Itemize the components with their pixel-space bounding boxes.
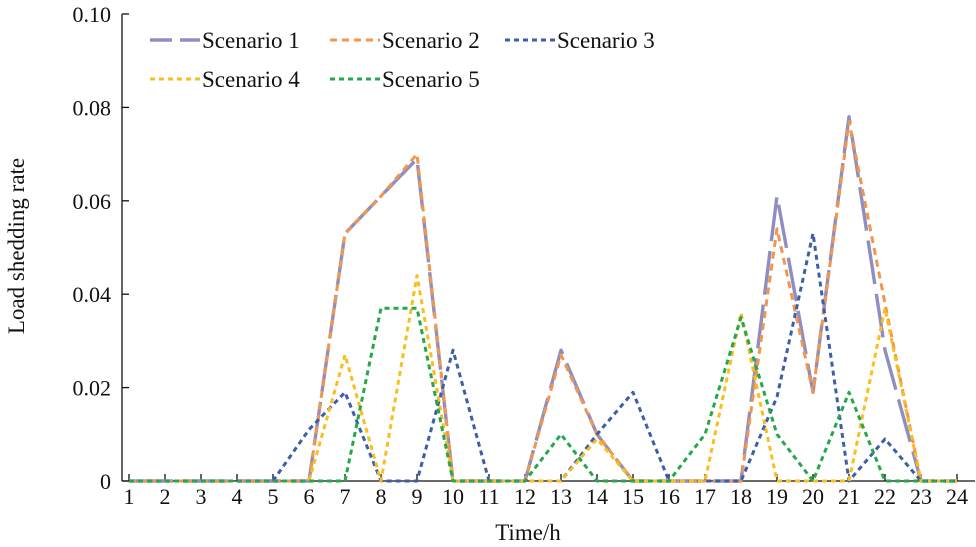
y-tick-label: 0.06 bbox=[73, 189, 112, 214]
series-line-5 bbox=[129, 306, 957, 483]
y-tick-label: 0.08 bbox=[73, 95, 112, 120]
x-tick-label: 10 bbox=[442, 484, 464, 509]
x-tick-label: 7 bbox=[340, 484, 351, 509]
x-tick-label: 16 bbox=[658, 484, 680, 509]
legend-label-4: Scenario 4 bbox=[202, 67, 300, 92]
x-axis-label: Time/h bbox=[495, 520, 561, 545]
x-tick-label: 13 bbox=[550, 484, 572, 509]
x-tick-label: 23 bbox=[910, 484, 932, 509]
x-tick-label: 20 bbox=[802, 484, 824, 509]
x-tick-label: 3 bbox=[196, 484, 207, 509]
x-tick-label: 21 bbox=[838, 484, 860, 509]
x-tick-label: 17 bbox=[694, 484, 716, 509]
series-lines bbox=[129, 114, 957, 483]
x-tick-label: 22 bbox=[874, 484, 896, 509]
series-line-4 bbox=[129, 274, 957, 483]
y-tick-label: 0 bbox=[100, 469, 111, 494]
x-tick-label: 4 bbox=[232, 484, 243, 509]
legend: Scenario 1 Scenario 2 Scenario 3 Scenario 4… bbox=[150, 28, 655, 92]
x-tick-label: 2 bbox=[160, 484, 171, 509]
x-tick-label: 9 bbox=[412, 484, 423, 509]
legend-label-1: Scenario 1 bbox=[202, 28, 300, 53]
x-tick-label: 12 bbox=[514, 484, 536, 509]
axes: 00.020.040.060.080.101 2 3 4 5 6 7 8 9 10 11 12 13 14… bbox=[73, 2, 975, 509]
x-tick-label: 18 bbox=[730, 484, 752, 509]
x-tick-label: 6 bbox=[304, 484, 315, 509]
y-tick-label: 0.10 bbox=[73, 2, 112, 27]
series-line-1 bbox=[129, 114, 957, 483]
y-tick-label: 0.02 bbox=[73, 376, 112, 401]
x-tick-label: 8 bbox=[376, 484, 387, 509]
legend-label-2: Scenario 2 bbox=[382, 28, 480, 53]
y-tick-label: 0.04 bbox=[73, 282, 112, 307]
y-axis-label: Load shedding rate bbox=[4, 158, 29, 334]
x-tick-label: 5 bbox=[268, 484, 279, 509]
x-tick-label: 15 bbox=[622, 484, 644, 509]
x-tick-label: 11 bbox=[478, 484, 499, 509]
series-line-3 bbox=[129, 232, 957, 483]
x-tick-label: 24 bbox=[946, 484, 968, 509]
legend-label-5: Scenario 5 bbox=[382, 67, 480, 92]
legend-label-3: Scenario 3 bbox=[557, 28, 655, 53]
x-tick-label: 1 bbox=[124, 484, 135, 509]
series-line-2 bbox=[129, 119, 957, 483]
x-tick-label: 19 bbox=[766, 484, 788, 509]
x-tick-label: 14 bbox=[586, 484, 608, 509]
